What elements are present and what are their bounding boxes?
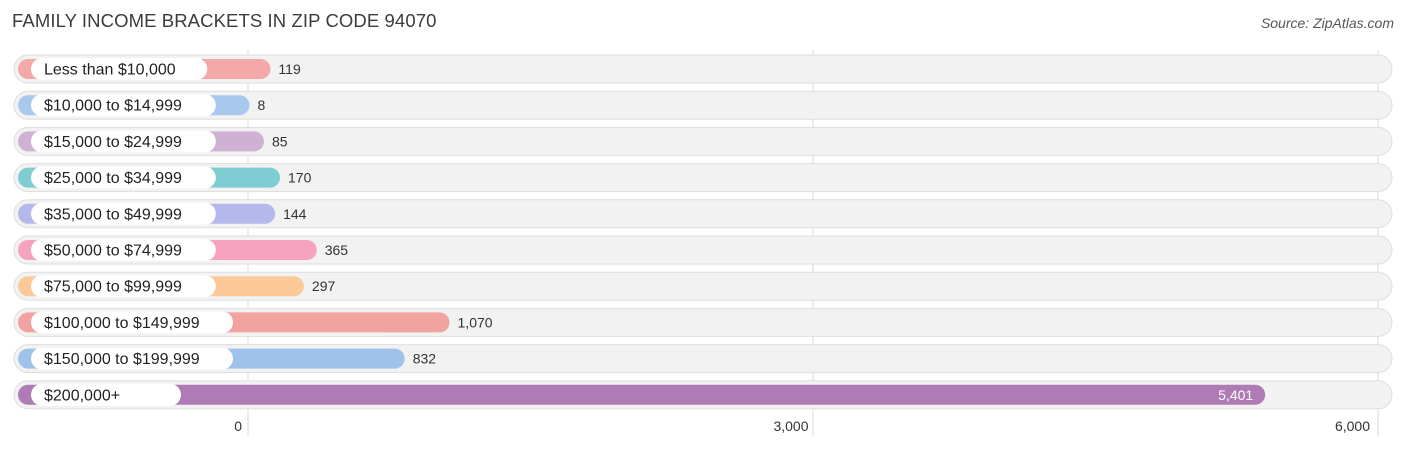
row-background	[13, 163, 1393, 193]
bar-row: $35,000 to $49,999 144	[18, 202, 307, 225]
bar-row: $15,000 to $24,999 85	[18, 130, 288, 153]
category-label: Less than $10,000	[44, 62, 176, 79]
x-tick-label: 6,000	[1335, 418, 1370, 434]
category-label-pill	[31, 239, 216, 261]
chart-rows: Less than $10,000 119$10,000 to $14,999 8$…	[13, 54, 1393, 410]
value-label: 170	[288, 170, 312, 186]
category-label: $200,000+	[44, 387, 120, 404]
chart-source: Source: ZipAtlas.com	[1260, 15, 1394, 31]
row-background	[13, 54, 1393, 84]
value-label: 119	[278, 61, 301, 77]
value-label: 832	[413, 351, 437, 367]
category-label-pill	[31, 275, 216, 298]
bar	[18, 384, 1266, 405]
row-background	[13, 271, 1393, 301]
value-label: 5,401	[1218, 387, 1253, 403]
x-axis-ticks: 0 3,000 6,000	[234, 418, 1370, 434]
bar-row: Less than $10,000 119	[18, 58, 301, 80]
row-background	[13, 199, 1393, 229]
category-label-pill	[31, 130, 216, 153]
category-label-pill	[31, 166, 216, 189]
category-label-pill	[31, 347, 233, 370]
category-label-pill	[31, 58, 208, 80]
value-label: 8	[258, 97, 266, 113]
value-label: 144	[283, 206, 307, 222]
category-label: $100,000 to $149,999	[44, 315, 200, 332]
value-label: 297	[312, 278, 336, 294]
row-background	[13, 235, 1393, 265]
category-label-pill	[31, 383, 181, 406]
row-background	[13, 90, 1393, 120]
chart-title: FAMILY INCOME BRACKETS IN ZIP CODE 94070	[12, 10, 437, 31]
bar-row: $100,000 to $149,999 1,070	[18, 311, 493, 334]
bar-row: $50,000 to $74,999 365	[18, 239, 348, 261]
bar-row: $10,000 to $14,999 8	[18, 94, 266, 117]
category-label-pill	[31, 311, 233, 334]
x-tick-label: 0	[234, 418, 242, 434]
value-label: 365	[325, 242, 349, 258]
value-label: 1,070	[458, 314, 493, 330]
category-label-pill	[31, 202, 216, 225]
row-background	[13, 126, 1393, 156]
category-label: $10,000 to $14,999	[44, 98, 182, 115]
bar-row: $150,000 to $199,999 832	[18, 347, 437, 370]
category-label: $150,000 to $199,999	[44, 351, 200, 368]
category-label: $35,000 to $49,999	[44, 206, 182, 223]
category-label-pill	[31, 94, 216, 117]
bar-row: $200,000+ 5,401	[18, 383, 1266, 406]
category-label: $25,000 to $34,999	[44, 170, 182, 187]
value-label: 85	[272, 133, 288, 149]
bar-row: $75,000 to $99,999 297	[18, 275, 336, 298]
bar-row: $25,000 to $34,999 170	[18, 166, 312, 189]
category-label: $15,000 to $24,999	[44, 134, 182, 151]
category-label: $50,000 to $74,999	[44, 243, 182, 260]
category-label: $75,000 to $99,999	[44, 279, 182, 296]
x-tick-label: 3,000	[773, 418, 808, 434]
